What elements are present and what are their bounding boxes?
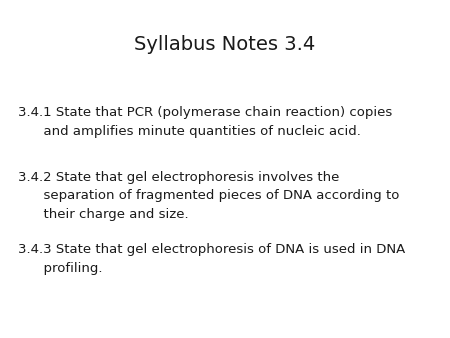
Text: 3.4.3 State that gel electrophoresis of DNA is used in DNA
      profiling.: 3.4.3 State that gel electrophoresis of … — [18, 243, 405, 275]
Text: 3.4.2 State that gel electrophoresis involves the
      separation of fragmented: 3.4.2 State that gel electrophoresis inv… — [18, 171, 400, 221]
Text: Syllabus Notes 3.4: Syllabus Notes 3.4 — [135, 35, 315, 54]
Text: 3.4.1 State that PCR (polymerase chain reaction) copies
      and amplifies minu: 3.4.1 State that PCR (polymerase chain r… — [18, 106, 392, 138]
